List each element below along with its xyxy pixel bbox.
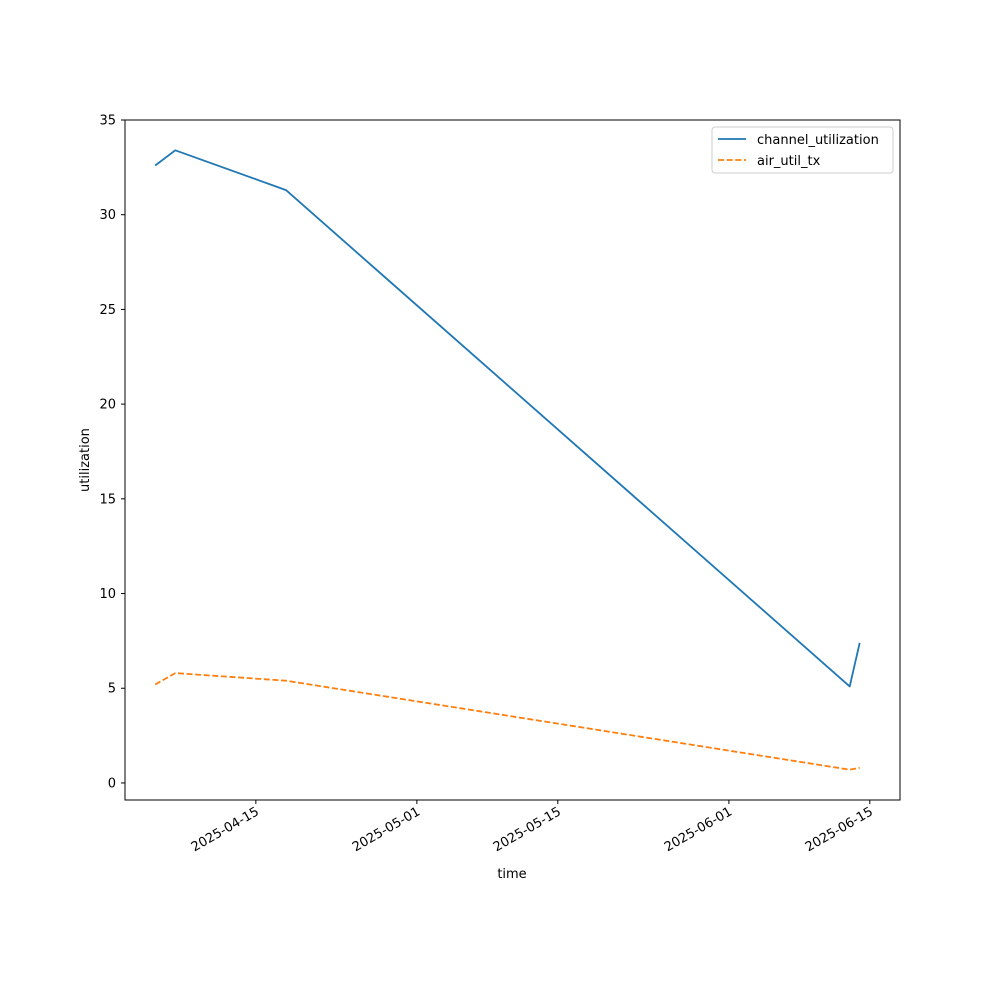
x-tick-label-2025-05-15: 2025-05-15 — [491, 804, 564, 855]
x-tick-label-2025-05-01: 2025-05-01 — [350, 804, 423, 855]
y-tick-label-20: 20 — [99, 398, 116, 413]
y-tick-label-0: 0 — [108, 776, 116, 791]
legend-label-air-util-tx: air_util_tx — [757, 154, 821, 169]
legend: channel_utilization air_util_tx — [711, 126, 894, 174]
y-tick-label-5: 5 — [108, 682, 116, 697]
y-axis: 0 5 10 15 20 25 30 35 — [99, 114, 125, 791]
plot-area — [125, 120, 900, 800]
legend-box — [711, 126, 894, 174]
y-tick-label-15: 15 — [99, 492, 116, 507]
y-tick-label-35: 35 — [99, 114, 116, 129]
legend-label-channel-utilization: channel_utilization — [757, 133, 879, 148]
series-line-air-util-tx — [154, 672, 860, 771]
y-tick-label-25: 25 — [99, 303, 116, 318]
plot-frame — [124, 119, 901, 801]
x-axis: 2025-04-15 2025-05-01 2025-05-15 2025-06-01… — [189, 800, 876, 855]
y-axis-label: utilization — [78, 428, 93, 492]
x-tick-label-2025-04-15: 2025-04-15 — [189, 804, 262, 855]
series-line-channel-utilization — [154, 149, 861, 688]
series-layer — [154, 149, 861, 771]
y-tick-label-10: 10 — [99, 587, 116, 602]
x-tick-label-2025-06-01: 2025-06-01 — [662, 804, 735, 855]
y-tick-label-30: 30 — [99, 208, 116, 223]
x-tick-label-2025-06-15: 2025-06-15 — [803, 804, 876, 855]
x-axis-label: time — [497, 867, 526, 882]
